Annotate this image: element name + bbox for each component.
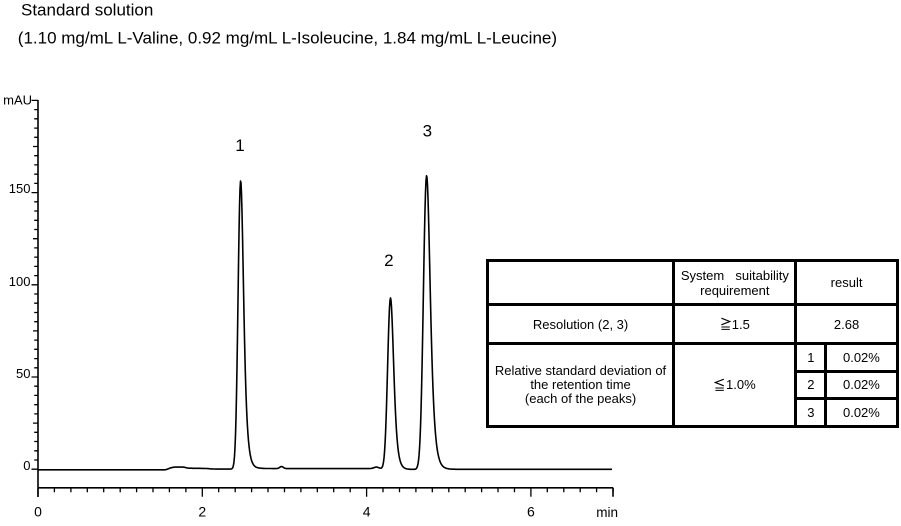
svg-text:0: 0 — [23, 458, 30, 473]
svg-text:(1.10 mg/mL L-Valine, 0.92 mg/: (1.10 mg/mL L-Valine, 0.92 mg/mL L-Isole… — [18, 28, 557, 47]
svg-text:2: 2 — [198, 503, 206, 519]
svg-text:min: min — [596, 505, 618, 520]
svg-text:100: 100 — [9, 274, 31, 289]
svg-text:50: 50 — [16, 366, 30, 381]
svg-text:0: 0 — [34, 503, 42, 519]
svg-text:3: 3 — [423, 122, 432, 141]
svg-text:6: 6 — [527, 503, 535, 519]
svg-text:Standard solution: Standard solution — [21, 0, 153, 19]
svg-text:1: 1 — [235, 136, 244, 155]
svg-text:mAU: mAU — [3, 93, 32, 108]
svg-text:2: 2 — [384, 251, 393, 270]
svg-text:150: 150 — [9, 181, 31, 196]
svg-text:4: 4 — [363, 503, 371, 519]
